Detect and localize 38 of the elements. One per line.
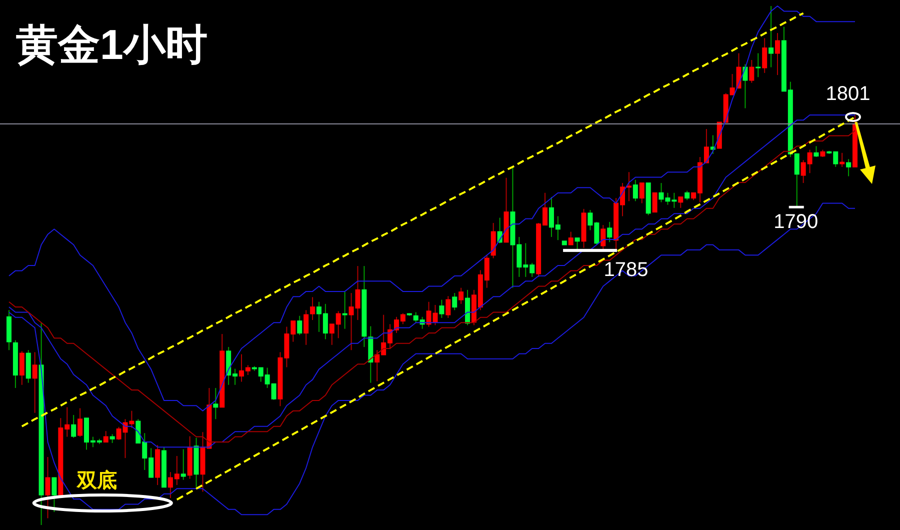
candlestick xyxy=(607,221,612,243)
candlestick xyxy=(568,231,574,246)
candlestick xyxy=(600,224,606,250)
candlestick xyxy=(756,52,761,78)
candlestick xyxy=(310,296,316,320)
candlestick xyxy=(749,59,754,84)
candlestick xyxy=(78,408,83,438)
candlestick xyxy=(684,190,690,201)
candlestick xyxy=(814,146,819,158)
candlestick xyxy=(32,352,38,414)
candlestick xyxy=(768,6,774,68)
candlestick xyxy=(71,414,76,438)
candlestick xyxy=(736,52,742,88)
candlestick xyxy=(840,152,845,168)
candlestick xyxy=(775,32,780,76)
annotation: 1801 xyxy=(826,82,870,105)
candlestick xyxy=(762,38,768,74)
candlestick xyxy=(458,287,464,304)
candlestick xyxy=(446,296,451,318)
candlestick xyxy=(632,179,638,202)
candlestick xyxy=(213,387,218,420)
chart-title: 黄金1小时 xyxy=(16,21,208,68)
candlestick xyxy=(652,192,658,213)
candlestick xyxy=(846,158,852,177)
candlestick xyxy=(304,310,309,346)
candlestick xyxy=(639,182,644,204)
candlestick xyxy=(19,350,24,386)
candlestick xyxy=(297,315,302,336)
candlestick xyxy=(452,292,458,311)
annotation: 双底 xyxy=(76,469,117,492)
candlestick xyxy=(678,196,684,208)
candlestick xyxy=(103,430,108,442)
candlestick xyxy=(45,456,50,519)
candlestick xyxy=(180,448,186,480)
candlestick xyxy=(439,299,444,318)
candlestick xyxy=(490,222,496,259)
candlestick xyxy=(342,291,348,330)
candlestick xyxy=(52,476,57,513)
